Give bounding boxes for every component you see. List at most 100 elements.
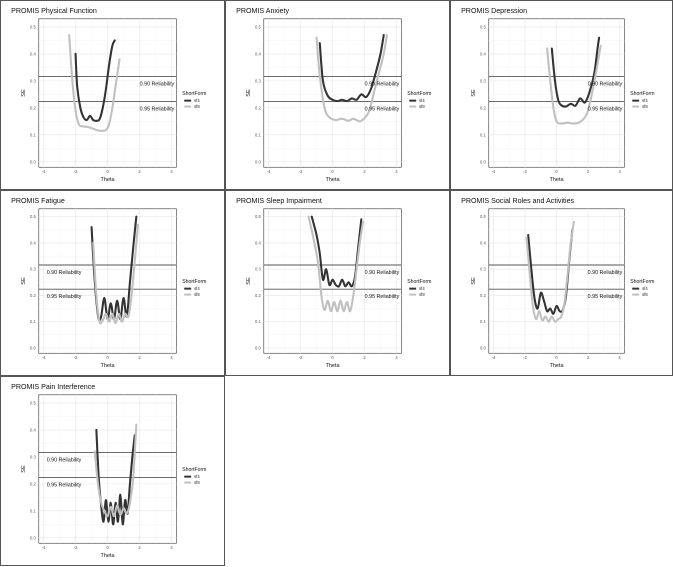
y-axis-label: SE — [21, 277, 27, 285]
y-tick-label: 0.5 — [30, 24, 36, 29]
chart-panel-2: PROMIS Anxiety -4 -2 0 2 4 0.0 0.1 0.2 0.3 0.4 0.5 T… — [225, 0, 450, 190]
legend-label: sf8 — [194, 480, 200, 485]
x-tick-label: 2 — [363, 355, 366, 360]
x-tick-label: 0 — [331, 355, 334, 360]
x-tick-label: -2 — [74, 545, 78, 550]
legend-title: ShortForm — [182, 279, 206, 285]
series-line-sf8 — [93, 423, 138, 518]
y-tick-label: 0.5 — [255, 214, 261, 219]
x-tick-label: -2 — [299, 169, 303, 174]
chart-title: PROMIS Pain Interference — [11, 383, 95, 391]
series-line-sf8 — [68, 33, 121, 132]
y-tick-label: 0.0 — [255, 159, 261, 164]
series-line-sf8 — [92, 223, 139, 325]
x-tick-label: -4 — [267, 169, 271, 174]
reliability-label: 0.95 Reliability — [588, 106, 623, 112]
reliability-label: 0.95 Reliability — [140, 106, 175, 112]
reliability-label: 0.95 Reliability — [365, 106, 400, 112]
legend-label: sf8 — [642, 104, 648, 109]
y-axis-label: SE — [21, 465, 27, 473]
x-tick-label: -2 — [523, 169, 527, 174]
x-tick-label: -4 — [42, 545, 46, 550]
chart-svg: PROMIS Physical Function -4 -2 0 2 4 0.0 0.1 0.2… — [11, 7, 206, 183]
series-line-sf4 — [550, 36, 601, 108]
chart-title: PROMIS Social Roles and Activities — [461, 197, 574, 205]
y-axis-label: SE — [471, 89, 477, 97]
y-tick-label: 0.4 — [480, 240, 486, 245]
y-tick-label: 0.1 — [255, 132, 261, 137]
x-tick-label: 0 — [331, 169, 334, 174]
y-tick-label: 0.0 — [30, 535, 36, 540]
x-axis-label: Theta — [100, 363, 115, 369]
y-tick-label: 0.3 — [255, 267, 261, 272]
reliability-label: 0.90 Reliability — [588, 270, 623, 276]
y-axis-label: SE — [246, 89, 252, 97]
legend-label: sf8 — [194, 104, 200, 109]
y-tick-label: 0.0 — [480, 345, 486, 350]
legend-label: sf8 — [642, 292, 648, 297]
chart-panel-6: PROMIS Social Roles and Activities -4 -2 0 2… — [450, 190, 673, 376]
x-tick-label: 0 — [555, 355, 558, 360]
y-tick-label: 0.2 — [30, 105, 36, 110]
y-axis-label: SE — [21, 89, 27, 97]
y-tick-label: 0.0 — [30, 345, 36, 350]
y-tick-label: 0.5 — [255, 24, 261, 29]
y-axis-label: SE — [246, 277, 252, 285]
x-axis-label: Theta — [549, 177, 564, 183]
chart-panel-5: PROMIS Sleep Impairment -4 -2 0 2 4 0.0 0.1 0.2 0… — [225, 190, 450, 376]
y-tick-label: 0.3 — [480, 78, 486, 83]
y-tick-label: 0.4 — [30, 427, 36, 432]
legend-title: ShortForm — [407, 279, 431, 285]
x-axis-label: Theta — [325, 363, 340, 369]
y-tick-label: 0.1 — [30, 319, 36, 324]
y-tick-label: 0.5 — [480, 214, 486, 219]
y-tick-label: 0.0 — [30, 159, 36, 164]
y-tick-label: 0.2 — [255, 293, 261, 298]
legend-label: sf8 — [194, 292, 200, 297]
y-tick-label: 0.5 — [480, 24, 486, 29]
y-tick-label: 0.1 — [255, 319, 261, 324]
y-tick-label: 0.1 — [480, 132, 486, 137]
chart-title: PROMIS Sleep Impairment — [236, 197, 322, 205]
x-tick-label: 2 — [138, 169, 141, 174]
series-line-sf8 — [525, 220, 575, 323]
reliability-label: 0.95 Reliability — [47, 294, 82, 300]
x-axis-label: Theta — [100, 177, 115, 183]
y-tick-label: 0.3 — [255, 78, 261, 83]
series-line-sf8 — [315, 33, 388, 123]
chart-panel-1: PROMIS Physical Function -4 -2 0 2 4 0.0 0.1 0.2… — [0, 0, 225, 190]
chart-title: PROMIS Depression — [461, 7, 527, 15]
series-line-sf8 — [307, 215, 364, 313]
y-tick-label: 0.1 — [480, 319, 486, 324]
y-tick-label: 0.4 — [255, 51, 261, 56]
x-tick-label: 4 — [618, 169, 621, 174]
y-tick-label: 0.4 — [30, 240, 36, 245]
chart-panel-3: PROMIS Depression -4 -2 0 2 4 0.0 0.1 0.2 0.3 0.4 0… — [450, 0, 673, 190]
y-tick-label: 0.4 — [30, 51, 36, 56]
reliability-label: 0.90 Reliability — [47, 270, 82, 276]
chart-svg: PROMIS Sleep Impairment -4 -2 0 2 4 0.0 0.1 0.2 0… — [236, 197, 431, 369]
reliability-label: 0.95 Reliability — [365, 294, 400, 300]
x-axis-label: Theta — [549, 363, 564, 369]
x-tick-label: -4 — [492, 169, 496, 174]
series-line-sf8 — [546, 44, 602, 125]
legend-label: sf4 — [419, 286, 425, 291]
x-tick-label: 4 — [170, 545, 173, 550]
chart-svg: PROMIS Anxiety -4 -2 0 2 4 0.0 0.1 0.2 0.3 0.4 0.5 T… — [236, 7, 431, 183]
x-axis-label: Theta — [325, 177, 340, 183]
y-tick-label: 0.3 — [30, 454, 36, 459]
series-line-sf4 — [310, 215, 363, 288]
x-tick-label: 4 — [618, 355, 621, 360]
y-tick-label: 0.5 — [30, 214, 36, 219]
legend-label: sf4 — [642, 98, 648, 103]
reliability-label: 0.95 Reliability — [588, 294, 623, 300]
x-tick-label: 4 — [170, 169, 173, 174]
reliability-label: 0.95 Reliability — [47, 482, 82, 488]
x-tick-label: -2 — [299, 355, 303, 360]
y-tick-label: 0.1 — [30, 508, 36, 513]
y-tick-label: 0.2 — [480, 105, 486, 110]
chart-svg: PROMIS Fatigue -4 -2 0 2 4 0.0 0.1 0.2 0.3 0.4 0.5 T… — [11, 197, 206, 369]
y-tick-label: 0.2 — [480, 293, 486, 298]
series-line-sf4 — [74, 39, 116, 122]
